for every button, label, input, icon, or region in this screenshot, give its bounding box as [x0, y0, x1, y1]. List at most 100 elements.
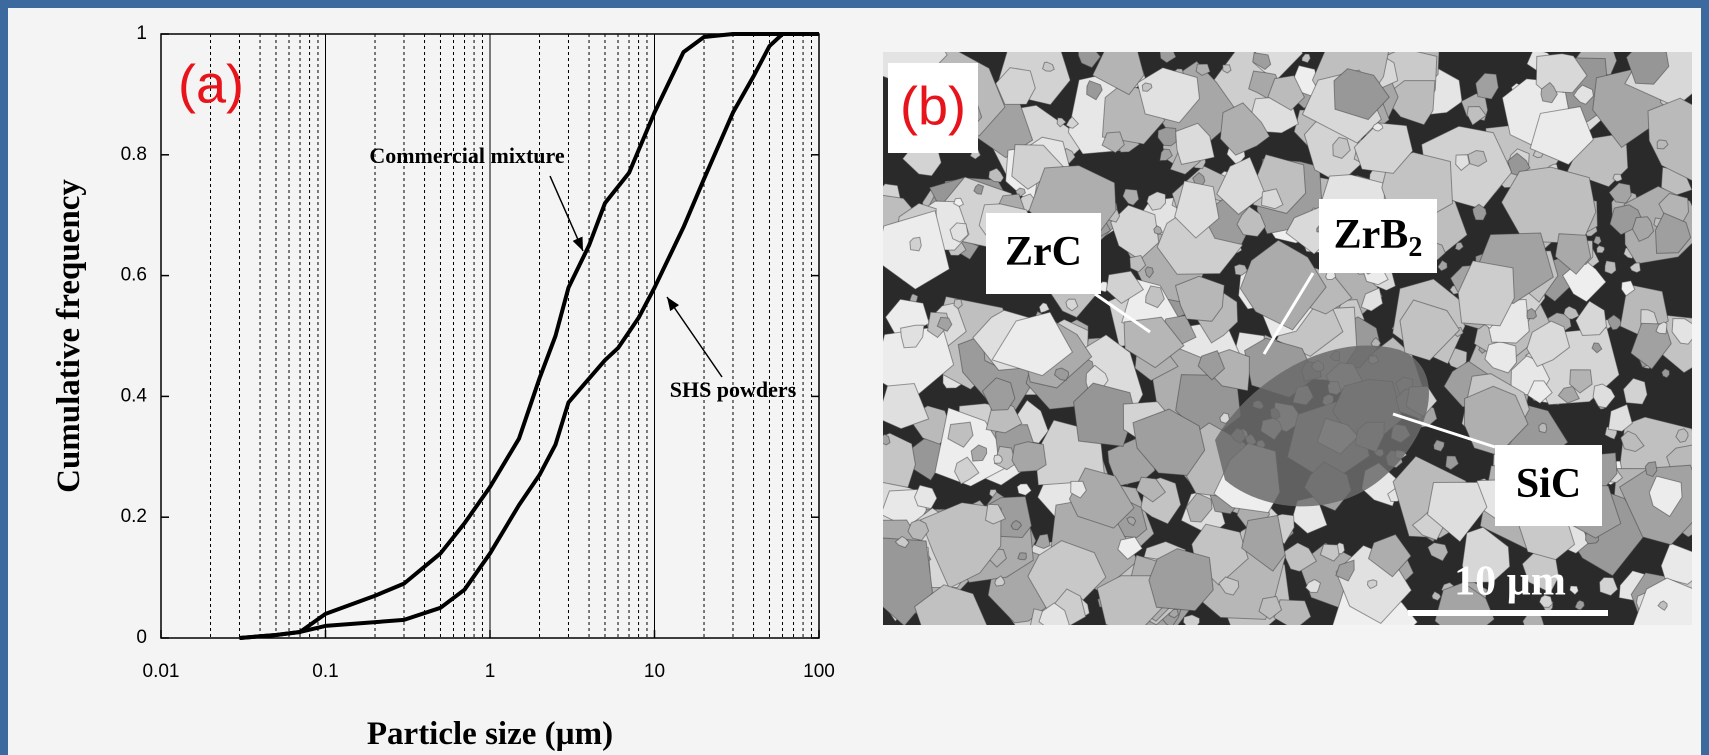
sem-grain [909, 236, 922, 252]
sem-grain [1607, 314, 1623, 331]
sem-grain [1016, 483, 1033, 496]
sem-grain [1219, 412, 1230, 424]
sem-grain [1484, 341, 1518, 374]
sem-grain [1332, 136, 1351, 159]
sem-grain [1463, 385, 1529, 456]
sem-grain [949, 222, 969, 243]
sem-grain [1648, 475, 1683, 518]
sem-grain [1132, 408, 1206, 476]
sem-grain [988, 167, 1005, 183]
sem-grain [1538, 422, 1548, 434]
y-tick-label: 1 [136, 23, 147, 44]
sem-image [883, 52, 1692, 625]
y-axis-title: Cumulative frequency [51, 179, 87, 493]
sem-grain [1267, 74, 1306, 111]
sem-grain [1631, 216, 1655, 243]
sem-grain [1596, 244, 1606, 254]
sem-grain [1038, 602, 1070, 625]
sem-grain [953, 298, 963, 310]
label-leader [1094, 292, 1151, 334]
x-tick-label: 0.01 [143, 661, 180, 682]
sem-grain [1472, 203, 1488, 221]
sem-grain [1065, 298, 1079, 312]
x-tick-label: 100 [803, 661, 835, 682]
sem-grain [1319, 543, 1340, 562]
sem-grain [1569, 585, 1579, 596]
sem-grain [1195, 63, 1211, 76]
sem-grain [1077, 52, 1102, 69]
sem-grain [1366, 579, 1378, 589]
sem-grain [1146, 191, 1167, 211]
sem-grain [1239, 239, 1327, 331]
sem-sic-region [1215, 345, 1429, 507]
sem-grain [1575, 300, 1608, 337]
sem-grain [1233, 263, 1249, 276]
series-annotation: SHS powders [670, 377, 797, 402]
sem-grain [981, 377, 1016, 411]
sem-grain [953, 197, 965, 207]
sem-grain [1461, 526, 1511, 584]
sem-grain [1620, 430, 1645, 453]
panel-label-box [888, 63, 978, 153]
sem-grain [1612, 173, 1623, 182]
sem-grain [883, 432, 916, 488]
sem-grain [1554, 233, 1592, 275]
sem-grain [1437, 259, 1448, 272]
sem-grain [1258, 595, 1283, 620]
sem-grain [1573, 84, 1594, 105]
sem-grain [1475, 72, 1499, 100]
sem-grain [1454, 241, 1465, 251]
data-line [239, 32, 819, 640]
sem-grain [1241, 514, 1286, 572]
phase-label-main: ZrB [1334, 212, 1409, 258]
sem-grain [1629, 262, 1642, 274]
sem-grain [914, 584, 988, 625]
sem-grain [1301, 53, 1311, 64]
sem-grain [1466, 105, 1487, 126]
sem-grain [1091, 52, 1145, 96]
label-leader [1392, 412, 1496, 449]
sem-grain [1135, 476, 1167, 503]
sem-grain [1598, 576, 1619, 597]
sem-grain [1526, 320, 1571, 368]
sem-grain [1011, 441, 1047, 473]
annotation-arrow [549, 175, 584, 252]
panel-label: (b) [900, 76, 966, 136]
sem-grain [1182, 614, 1200, 625]
sem-grain [1656, 139, 1669, 150]
sem-grain [1219, 102, 1271, 156]
sem-grain [1455, 154, 1470, 172]
phase-label: ZrC [1005, 229, 1082, 275]
sem-grain [907, 519, 930, 541]
sem-grain [1625, 52, 1670, 85]
sem-grain [1431, 590, 1442, 602]
sem-grain [1371, 122, 1384, 132]
y-tick-label: 0.8 [121, 144, 147, 165]
sem-grain [900, 324, 925, 349]
x-tick-label: 1 [485, 661, 496, 682]
annotation-arrow [666, 296, 723, 378]
sem-grain [1620, 280, 1636, 297]
sem-grain [1159, 148, 1173, 162]
sem-grain [1592, 383, 1616, 409]
sem-grain [1053, 367, 1070, 381]
sem-grain [1144, 266, 1154, 279]
sem-grain [1671, 317, 1692, 345]
sem-grain [1608, 182, 1632, 204]
sem-grain [1660, 542, 1692, 585]
sem-grain [1065, 116, 1080, 129]
sem-grain [894, 535, 910, 549]
sem-grain [1070, 480, 1087, 499]
sem-grain [1304, 578, 1321, 593]
sem-grain [1607, 403, 1633, 432]
sem-grain [1574, 599, 1586, 611]
sem-grain [1038, 302, 1051, 314]
sem-grain [1236, 205, 1266, 238]
y-tick-label: 0.4 [121, 385, 148, 406]
scale-bar-label: 10 µm [1454, 559, 1566, 605]
sem-grain [970, 444, 988, 462]
sem-grain [1353, 122, 1414, 174]
sem-grain [995, 67, 1036, 105]
panel-label: (a) [178, 54, 244, 114]
